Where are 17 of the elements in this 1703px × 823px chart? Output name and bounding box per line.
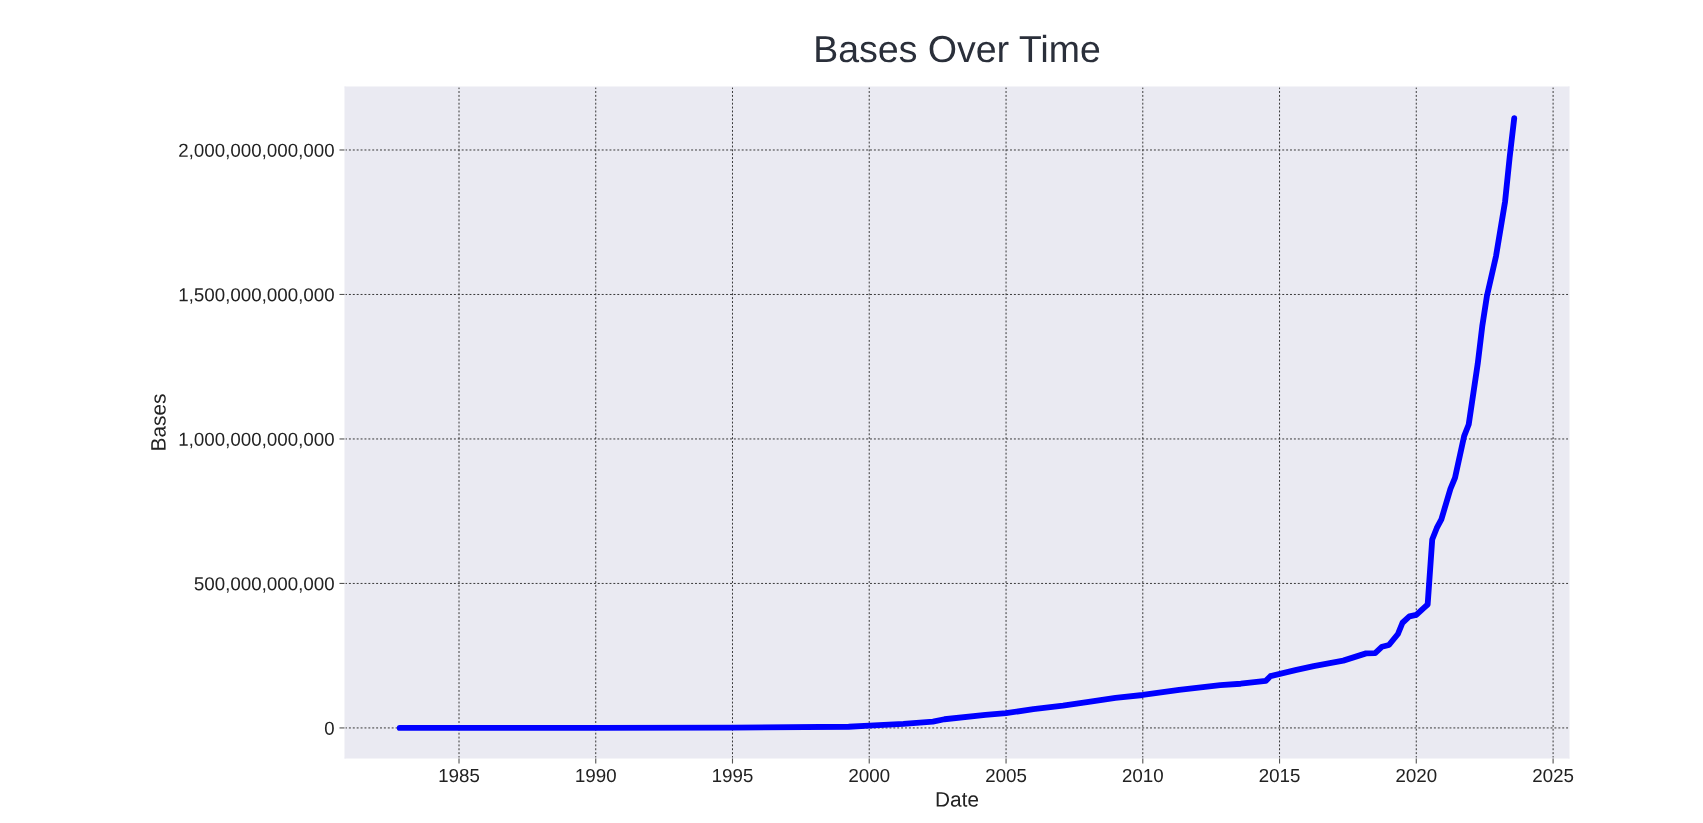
x-tick-label: 1995 bbox=[713, 768, 753, 783]
x-tick-label: 2005 bbox=[986, 768, 1027, 783]
x-tick-label: 2010 bbox=[1122, 768, 1163, 783]
y-tick-label: 2,000,000,000,000 bbox=[179, 143, 334, 160]
chart-title: Bases Over Time bbox=[816, 34, 1100, 63]
y-tick-label: 0 bbox=[324, 721, 334, 735]
x-tick-label: 2025 bbox=[1533, 768, 1574, 783]
x-tick-label: 1990 bbox=[576, 768, 616, 783]
x-tick-label: 2000 bbox=[849, 768, 890, 783]
x-axis-title: Date bbox=[936, 792, 979, 807]
y-tick-label: 1,000,000,000,000 bbox=[179, 432, 334, 449]
x-tick-label: 2015 bbox=[1259, 768, 1300, 783]
y-axis-title: Bases bbox=[151, 394, 166, 450]
x-tick-label: 2020 bbox=[1396, 768, 1437, 783]
x-tick-label: 1985 bbox=[439, 768, 480, 783]
y-tick-label: 500,000,000,000 bbox=[194, 577, 334, 593]
y-tick-label: 1,500,000,000,000 bbox=[179, 288, 334, 304]
